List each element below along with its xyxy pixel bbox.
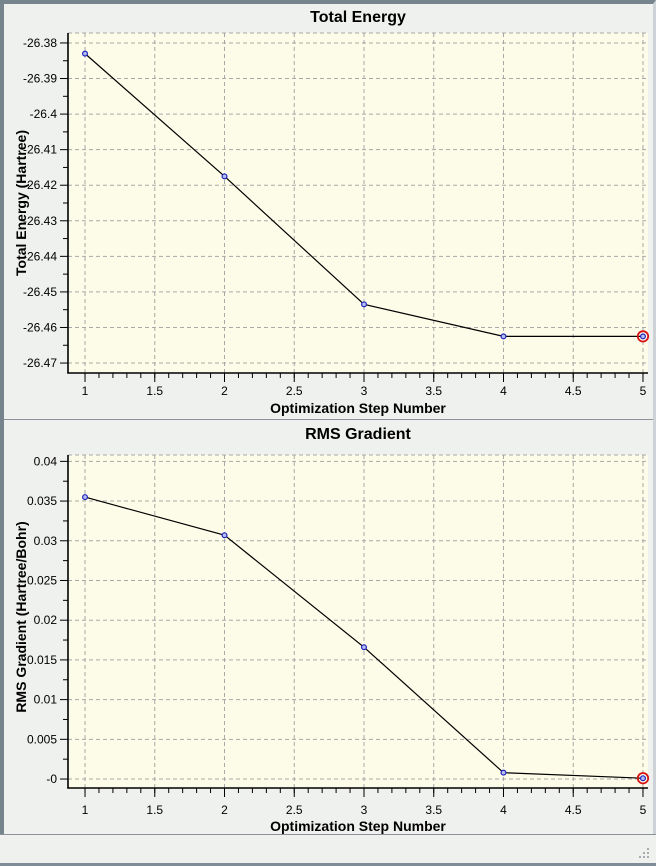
y-tick-label: 0.04	[34, 454, 58, 468]
chart-client-area: -26.38 -26.39 -26.4 -26.41 -26.42 -26.43 -26.4…	[0, 0, 656, 834]
chart-title: Total Energy	[310, 9, 406, 26]
data-point[interactable]	[82, 494, 89, 501]
chart-title: RMS Gradient	[305, 426, 411, 443]
x-axis-label: Optimization Step Number	[270, 818, 446, 834]
y-tick-label: 0.035	[27, 494, 57, 508]
y-tick-label: -26.4	[30, 107, 58, 121]
x-axis-label: Optimization Step Number	[270, 400, 446, 416]
y-tick-label: -26.41	[23, 143, 57, 157]
x-tick-label: 1	[82, 384, 89, 398]
x-tick-label: 3.5	[425, 384, 442, 398]
data-point[interactable]	[639, 333, 646, 340]
data-point[interactable]	[221, 173, 228, 180]
panel-divider	[4, 419, 653, 420]
y-tick-label: -26.39	[23, 72, 57, 86]
y-tick-label: 0.03	[34, 534, 58, 548]
x-tick-label: 4.5	[565, 384, 582, 398]
x-tick-label: 1.5	[146, 384, 163, 398]
rms-gradient-panel: 0.04 0.035 0.03 0.025 0.02 0.015 0.01 0.005 -0 1 1…	[4, 420, 653, 834]
x-tick-label: 2.5	[286, 803, 303, 817]
plot-area[interactable]	[68, 33, 648, 373]
rms-gradient-plot[interactable]: 0.04 0.035 0.03 0.025 0.02 0.015 0.01 0.005 -0 1 1…	[4, 420, 653, 833]
y-tick-label: -26.44	[23, 249, 57, 263]
total-energy-plot[interactable]: -26.38 -26.39 -26.4 -26.41 -26.42 -26.43 -26.4…	[4, 4, 653, 419]
total-energy-panel: -26.38 -26.39 -26.4 -26.41 -26.42 -26.43 -26.4…	[4, 4, 653, 419]
y-tick-label: 0.015	[27, 653, 57, 667]
data-point[interactable]	[360, 644, 367, 651]
status-bar-divider	[0, 834, 656, 835]
y-tick-label: 0.025	[27, 573, 57, 587]
y-tick-label: 0.01	[34, 693, 58, 707]
x-tick-label: 2	[221, 384, 228, 398]
x-tick-label: 5	[640, 384, 647, 398]
y-axis-label: RMS Gradient (Hartree/Bohr)	[13, 521, 29, 713]
x-tick-label: 2	[221, 803, 228, 817]
x-tick-label: 3	[361, 803, 368, 817]
status-bar	[0, 835, 656, 863]
data-point[interactable]	[82, 50, 89, 57]
data-point[interactable]	[360, 301, 367, 308]
y-tick-label: 0.005	[27, 732, 57, 746]
y-tick-label: 0.02	[34, 613, 58, 627]
selected-point-ring	[636, 330, 650, 343]
plot-area[interactable]	[68, 455, 648, 788]
data-point[interactable]	[221, 532, 228, 539]
x-tick-label: 3	[361, 384, 368, 398]
data-point[interactable]	[500, 333, 507, 340]
y-tick-label: -26.45	[23, 285, 57, 299]
y-axis-label: Total Energy (Hartree)	[13, 130, 29, 276]
y-tick-label: -26.43	[23, 214, 57, 228]
x-tick-label: 5	[640, 803, 647, 817]
x-tick-label: 3.5	[425, 803, 442, 817]
y-tick-label: -0	[46, 772, 57, 786]
resize-grip[interactable]	[639, 847, 651, 859]
x-tick-label: 4.5	[565, 803, 582, 817]
x-tick-label: 4	[500, 803, 507, 817]
x-tick-label: 1	[82, 803, 89, 817]
x-tick-label: 2.5	[286, 384, 303, 398]
y-tick-label: -26.46	[23, 320, 57, 334]
x-tick-label: 4	[500, 384, 507, 398]
y-tick-label: -26.47	[23, 356, 57, 370]
y-tick-label: -26.42	[23, 178, 57, 192]
y-tick-label: -26.38	[23, 36, 57, 50]
selected-point-ring	[636, 772, 650, 785]
data-point[interactable]	[500, 769, 507, 776]
x-tick-label: 1.5	[146, 803, 163, 817]
data-point[interactable]	[639, 775, 646, 782]
